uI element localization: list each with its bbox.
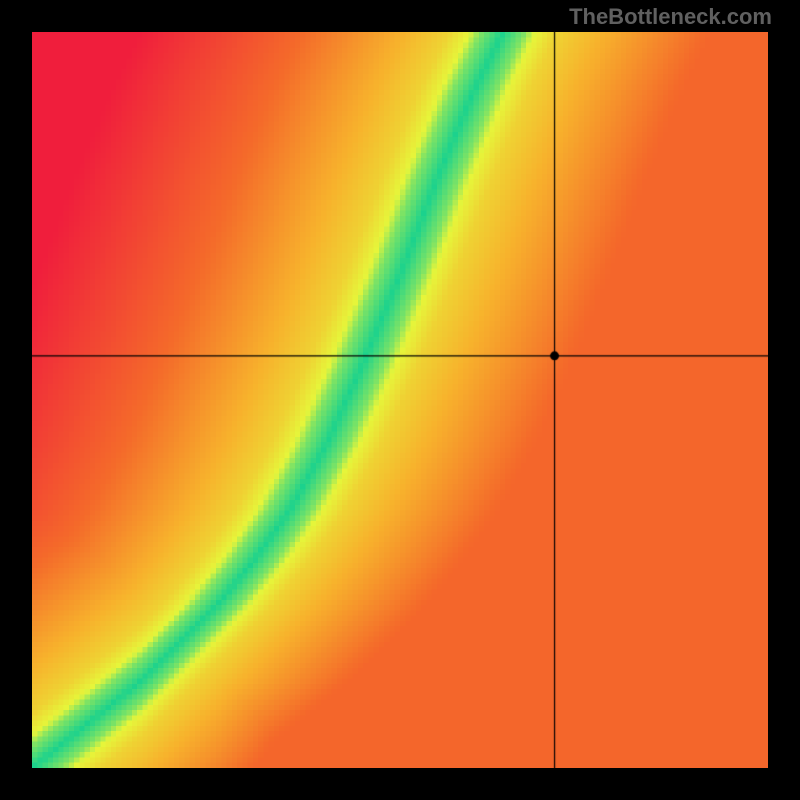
watermark-text: TheBottleneck.com	[569, 4, 772, 30]
crosshair-overlay	[32, 32, 768, 768]
